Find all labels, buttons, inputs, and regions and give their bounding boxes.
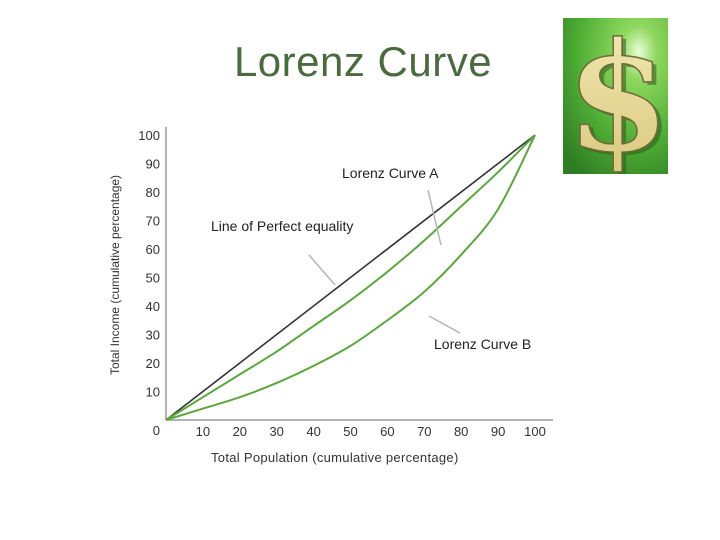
x-tick-label: 60 [380, 424, 394, 439]
annotation-label: Lorenz Curve A [342, 165, 439, 181]
svg-text:$: $ [566, 18, 668, 174]
x-tick-label: 70 [417, 424, 431, 439]
y-tick-label: 10 [146, 385, 160, 400]
x-tick-label: 50 [343, 424, 357, 439]
y-tick-label: 100 [138, 128, 160, 143]
y-tick-label: 0 [153, 423, 160, 438]
y-tick-label: 20 [146, 356, 160, 371]
dollar-sign-icon: $ $ [563, 18, 668, 174]
x-tick-label: 20 [233, 424, 247, 439]
y-tick-label: 60 [146, 242, 160, 257]
y-tick-labels: 0 10 20 30 40 50 60 70 80 90 100 [138, 128, 160, 438]
annotation-labels: Lorenz Curve A Line of Perfect equality Lo… [211, 165, 531, 352]
series-line-1 [165, 134, 536, 421]
annotation-pointer [427, 189, 442, 246]
x-tick-label: 90 [491, 424, 505, 439]
y-tick-label: 80 [146, 185, 160, 200]
annotation-label: Line of Perfect equality [211, 218, 353, 234]
series-line-2 [165, 134, 536, 421]
x-tick-labels: 10 20 30 40 50 60 70 80 90 100 [196, 424, 546, 439]
annotation-pointer [308, 254, 336, 286]
annotation-label: Lorenz Curve B [434, 336, 531, 352]
y-tick-label: 40 [146, 299, 160, 314]
slide-title: Lorenz Curve [233, 38, 493, 85]
annotation-pointer [428, 315, 461, 334]
x-tick-label: 100 [524, 424, 546, 439]
series-line-0 [165, 134, 536, 421]
x-tick-label: 30 [269, 424, 283, 439]
x-tick-label: 10 [196, 424, 210, 439]
y-tick-label: 70 [146, 214, 160, 229]
y-tick-label: 50 [146, 271, 160, 286]
y-axis-label: Total Income (cumulative percentage) [108, 175, 122, 375]
x-axis-label: Total Population (cumulative percentage) [211, 450, 459, 465]
x-tick-label: 80 [454, 424, 468, 439]
annotation-pointers [308, 189, 461, 334]
y-tick-label: 30 [146, 328, 160, 343]
axes [165, 127, 553, 421]
y-tick-label: 90 [146, 157, 160, 172]
svg-text:$: $ [570, 18, 668, 174]
series-lines [165, 134, 536, 421]
x-tick-label: 40 [306, 424, 320, 439]
